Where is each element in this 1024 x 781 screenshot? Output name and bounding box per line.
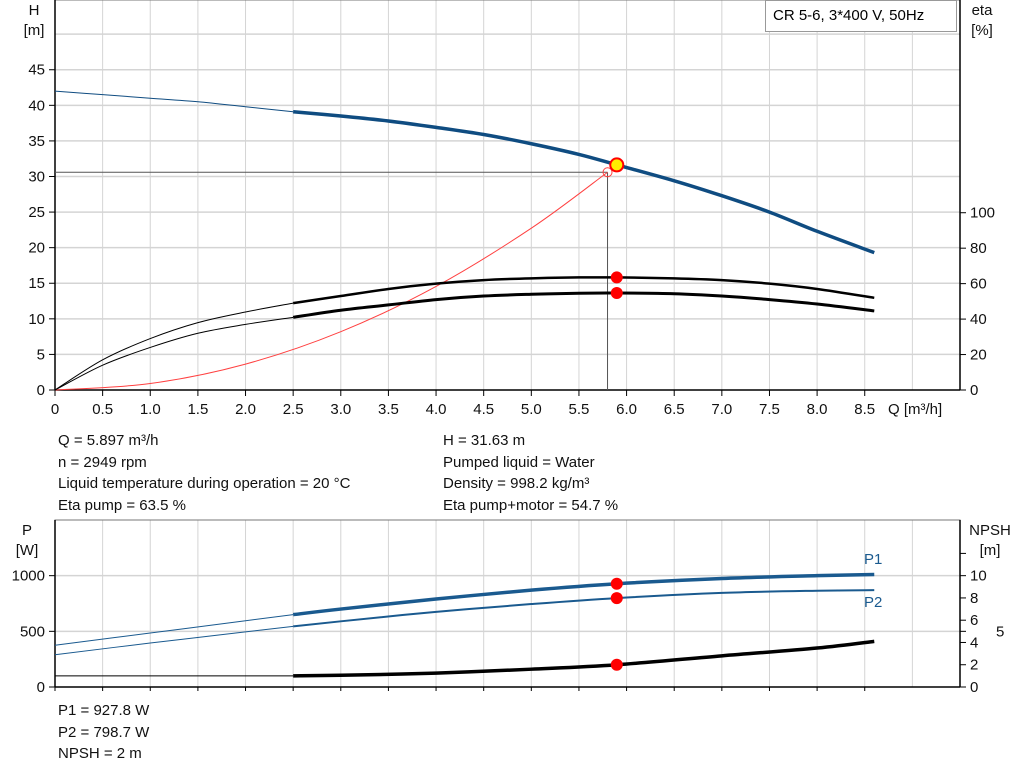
y-axis-label: P — [22, 522, 32, 539]
x-tick-label: 7.5 — [759, 401, 780, 418]
y-tick-label: 0 — [37, 382, 45, 399]
x-tick-label: 5.0 — [521, 401, 542, 418]
y2-tick-label: 6 — [970, 612, 978, 629]
y-tick-label: 500 — [20, 623, 45, 640]
eta-pump-duty-marker — [610, 271, 623, 284]
y2-tick-label: 80 — [970, 240, 987, 257]
y2-tick-label: 60 — [970, 276, 987, 293]
info-npsh: NPSH = 2 m — [58, 745, 142, 762]
eta-pump-curve-extrapolated — [54, 302, 294, 391]
x-tick-label: 2.0 — [235, 401, 256, 418]
y2-tick-label: 5 — [996, 623, 1004, 640]
y2-tick-label: 0 — [970, 679, 978, 696]
p1-series-label: P1 — [864, 551, 882, 568]
info-eta-pump: Eta pump = 63.5 % — [58, 496, 186, 514]
info-liquid: Pumped liquid = Water — [443, 453, 595, 471]
info-right: H = 31.63 m Pumped liquid = Water Densit… — [443, 430, 618, 516]
y2-tick-label: 40 — [970, 311, 987, 328]
x-tick-label: 7.0 — [711, 401, 732, 418]
info-q: Q = 5.897 m³/h — [58, 432, 159, 449]
y2-tick-label: 0 — [970, 382, 978, 399]
y2-tick-label: 10 — [970, 568, 987, 585]
x-tick-label: 8.5 — [854, 401, 875, 418]
y-tick-label: 15 — [28, 275, 45, 292]
x-axis-label: Q [m³/h] — [888, 401, 942, 418]
y2-tick-label: 100 — [970, 205, 995, 222]
y-tick-label: 10 — [28, 311, 45, 328]
info-h: H = 31.63 m — [443, 432, 526, 449]
x-tick-label: 6.5 — [664, 401, 685, 418]
info-left: Q = 5.897 m³/h n = 2949 rpm Liquid tempe… — [58, 430, 350, 516]
eta-total-curve-extrapolated — [54, 316, 294, 391]
y2-tick-label: 2 — [970, 657, 978, 674]
y-tick-label: 25 — [28, 204, 45, 221]
y-axis-label: [m] — [24, 22, 45, 39]
x-tick-label: 6.0 — [616, 401, 637, 418]
duty-point-marker — [609, 157, 625, 173]
eta-total-duty-marker — [610, 287, 623, 300]
x-tick-label: 5.5 — [569, 401, 590, 418]
y-tick-label: 20 — [28, 240, 45, 257]
y-tick-label: 1000 — [12, 568, 45, 585]
p2-duty-marker — [610, 592, 623, 605]
npsh-curve — [293, 639, 875, 678]
y2-tick-label: 8 — [970, 590, 978, 607]
y2-axis-label: eta — [972, 2, 994, 19]
x-tick-label: 4.5 — [473, 401, 494, 418]
x-tick-label: 0.5 — [92, 401, 113, 418]
p2-curve — [293, 589, 875, 628]
y-tick-label: 35 — [28, 133, 45, 150]
head-curve — [293, 109, 875, 255]
x-tick-label: 4.0 — [426, 401, 447, 418]
p1-curve — [292, 572, 875, 617]
x-tick-label: 3.0 — [330, 401, 351, 418]
y-tick-label: 5 — [37, 346, 45, 363]
info-density: Density = 998.2 kg/m³ — [443, 475, 590, 492]
x-tick-label: 1.0 — [140, 401, 161, 418]
y-tick-label: 45 — [28, 62, 45, 79]
info-p1: P1 = 927.8 W — [58, 702, 150, 719]
p2-curve-extrapolated — [54, 625, 294, 656]
info-eta-total: Eta pump+motor = 54.7 % — [443, 496, 619, 514]
eta-pump-curve — [292, 276, 875, 305]
plot-frame — [54, 0, 961, 391]
x-tick-label: 2.5 — [283, 401, 304, 418]
npsh-duty-marker — [610, 658, 623, 671]
x-tick-label: 1.5 — [187, 401, 208, 418]
plot-frame — [54, 519, 961, 688]
y-tick-label: 0 — [37, 679, 45, 696]
y-axis-label: [W] — [16, 542, 39, 559]
x-tick-label: 0 — [51, 401, 59, 418]
system-curve — [54, 171, 608, 391]
info-n: n = 2949 rpm — [58, 453, 147, 471]
p1-curve-extrapolated — [54, 614, 294, 646]
y-tick-label: 40 — [28, 97, 45, 114]
p2-series-label: P2 — [864, 594, 882, 611]
y-tick-label: 30 — [28, 168, 45, 185]
y2-axis-label: [m] — [980, 542, 1001, 559]
y-axis-label: H — [29, 2, 40, 19]
info-temp: Liquid temperature during operation = 20… — [58, 475, 351, 492]
y2-axis-label: [%] — [971, 22, 993, 39]
chart-title: CR 5-6, 3*400 V, 50Hz — [765, 0, 957, 32]
info-p2: P2 = 798.7 W — [58, 723, 150, 741]
info-bottom: P1 = 927.8 W P2 = 798.7 W NPSH = 2 m — [58, 700, 149, 765]
y2-tick-label: 20 — [970, 347, 987, 364]
y2-axis-label: NPSH — [969, 522, 1011, 539]
x-tick-label: 8.0 — [807, 401, 828, 418]
y2-tick-label: 4 — [970, 634, 978, 651]
p1-duty-marker — [610, 577, 623, 590]
eta-total-curve — [292, 291, 875, 319]
head-curve-extrapolated — [54, 90, 294, 113]
x-tick-label: 3.5 — [378, 401, 399, 418]
requested-point-marker — [602, 167, 613, 178]
